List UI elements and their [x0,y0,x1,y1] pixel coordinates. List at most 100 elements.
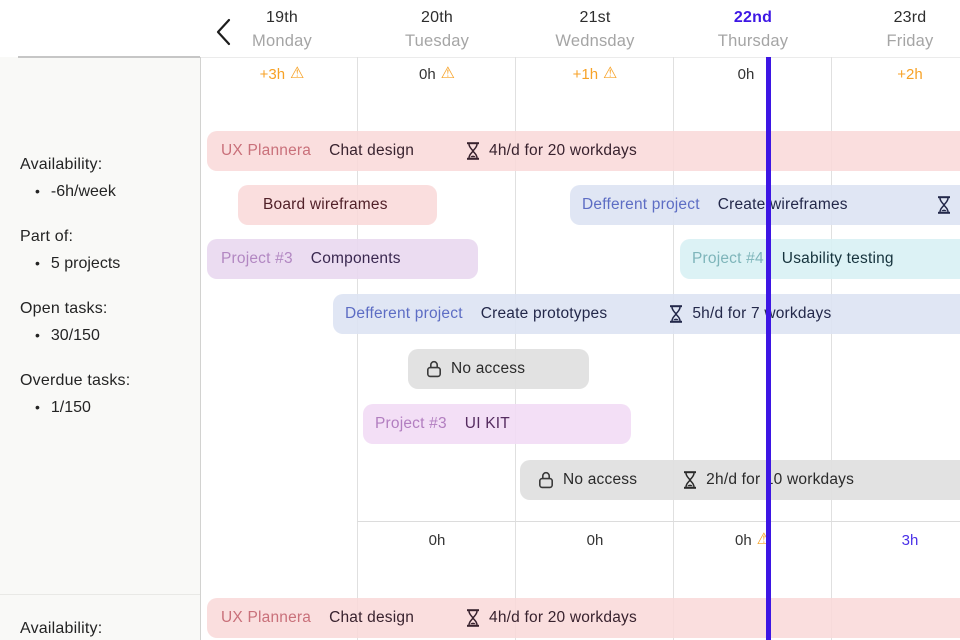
lock-icon [538,471,553,489]
project-label: Defferent project [345,305,463,322]
sidebar-value: 1/150 [50,399,91,416]
task-bar-ui-kit[interactable]: Project #3 UI KIT [363,404,631,444]
day-label: Monday [252,32,312,50]
project-label: Project #3 [221,250,293,267]
hourglass-icon [684,471,697,489]
task-bar-components[interactable]: Project #3 Components [207,239,478,279]
day-label: Thursday [717,32,789,50]
task-bar-create-prototypes[interactable]: Defferent project Create prototypes 5h/d… [333,294,960,334]
hourglass-icon [670,305,683,323]
task-title: Usability testing [781,250,894,267]
task-title: Chat design [329,142,415,159]
chevron-left-icon [216,18,230,46]
grid-column-line [673,57,674,640]
estimate: 5h/d for 7 workdays [669,305,831,323]
bullet-icon: • [35,255,40,271]
task-title: No access [563,471,638,488]
sidebar-label: Availability: [20,620,103,637]
sidebar-value: -6h/week [50,183,116,200]
estimate [937,196,951,214]
grid-column-line [357,57,358,640]
date-label: 22nd [733,9,773,26]
task-bar-create-wireframes[interactable]: Defferent project Create wireframes [570,185,960,225]
task-title: Chat design [329,609,415,626]
sidebar-label: Availability: [20,156,103,173]
sidebar-part-of: Part of: • 5 projects [20,228,192,273]
day-column-wednesday: 21st Wednsday [516,9,674,51]
task-title: Components [310,250,401,267]
sidebar-person-divider [0,594,200,595]
grid-column-line [515,57,516,640]
task-title: Board wireframes [263,196,388,213]
capacity-cell-tuesday-p2: 0h [428,531,446,549]
back-button[interactable] [208,14,238,50]
sidebar-label: Open tasks: [20,300,108,317]
grid-row-line [357,521,960,522]
date-label: 19th [266,9,298,26]
sidebar-value: 5 projects [50,255,121,272]
date-label: 20th [421,9,453,26]
sidebar-label: Overdue tasks: [20,372,131,389]
estimate-label: 4h/d for 20 workdays [489,142,637,159]
capacity-cell-friday-p2: 3h [901,531,919,549]
day-column-thursday-today: 22nd Thursday [674,9,832,51]
capacity-cell-thursday: 0h [737,65,755,83]
estimate-label: 2h/d for 10 workdays [706,471,855,488]
estimate: 4h/d for 20 workdays [466,609,637,627]
lock-icon [426,360,441,378]
capacity-cell-wednesday-p2: 0h [586,531,604,549]
task-title: Create wireframes [717,196,848,213]
sidebar-overdue-tasks: Overdue tasks: • 1/150 [20,372,192,417]
day-label: Wednsday [555,32,635,50]
capacity-cell-wednesday: +1h ⚠ [572,65,618,83]
sidebar-value: 30/150 [50,327,100,344]
capacity-cell-friday: +2h [897,65,923,83]
hourglass-icon [938,196,950,214]
day-label: Tuesday [404,32,470,50]
task-bar-no-access-estimated[interactable]: No access 2h/d for 10 workdays [520,460,960,500]
task-bar-chat-design-p2[interactable]: UX Plannera Chat design 4h/d for 20 work… [207,598,960,638]
project-label: Project #3 [375,415,447,432]
sidebar-label: Part of: [20,228,74,245]
day-column-friday: 23rd Friday [831,9,960,51]
capacity-cell-tuesday: 0h ⚠ [418,65,456,83]
lock-group: No access [426,360,525,378]
hourglass-icon [467,609,480,627]
task-bar-no-access[interactable]: No access [408,349,589,389]
sidebar-open-tasks: Open tasks: • 30/150 [20,300,192,345]
task-bar-board-wireframes[interactable]: Board wireframes [238,185,437,225]
lock-group: No access [538,471,637,489]
project-label: UX Plannera [221,142,312,159]
estimate-label: 5h/d for 7 workdays [692,305,832,322]
capacity-cell-thursday-p2: 0h ⚠ [734,531,772,549]
estimate: 4h/d for 20 workdays [466,142,637,160]
task-bar-chat-design[interactable]: UX Plannera Chat design 4h/d for 20 work… [207,131,960,171]
warning-icon: ⚠ [290,65,305,82]
estimate: 2h/d for 10 workdays [683,471,854,489]
task-bar-usability-testing[interactable]: Project #4 Usability testing [680,239,960,279]
current-time-line [766,57,771,640]
project-label: Defferent project [582,196,700,213]
bullet-icon: • [35,399,40,415]
warning-icon: ⚠ [440,65,456,82]
project-label: Project #4 [692,250,764,267]
day-column-tuesday: 20th Tuesday [358,9,516,51]
date-label: 21st [579,9,611,26]
sidebar-next-person-availability: Availability: [20,620,192,638]
task-title: UI KIT [464,415,510,432]
warning-icon: ⚠ [603,65,618,82]
day-label: Friday [886,32,934,50]
sidebar-divider [18,56,200,58]
capacity-cell-monday: +3h ⚠ [259,65,305,83]
grid-column-line [831,57,832,640]
grid-top-border [201,57,960,58]
project-label: UX Plannera [221,609,312,626]
task-title: Create prototypes [480,305,608,322]
bullet-icon: • [35,327,40,343]
task-title: No access [451,360,526,377]
person-sidebar [0,57,201,640]
date-label: 23rd [893,9,927,26]
hourglass-icon [467,142,480,160]
day-column-monday: 19th Monday [203,9,361,51]
estimate-label: 4h/d for 20 workdays [489,609,637,626]
